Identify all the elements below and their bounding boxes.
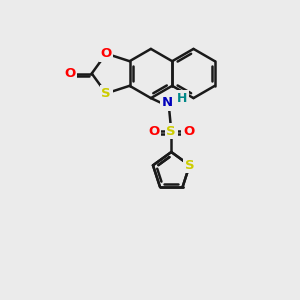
Text: H: H: [177, 92, 188, 105]
Text: O: O: [100, 47, 112, 60]
Text: S: S: [101, 87, 111, 100]
Text: O: O: [64, 67, 76, 80]
Text: S: S: [185, 159, 194, 172]
Text: N: N: [162, 96, 173, 110]
Text: S: S: [167, 124, 176, 138]
Text: O: O: [148, 124, 160, 138]
Text: O: O: [183, 124, 194, 138]
